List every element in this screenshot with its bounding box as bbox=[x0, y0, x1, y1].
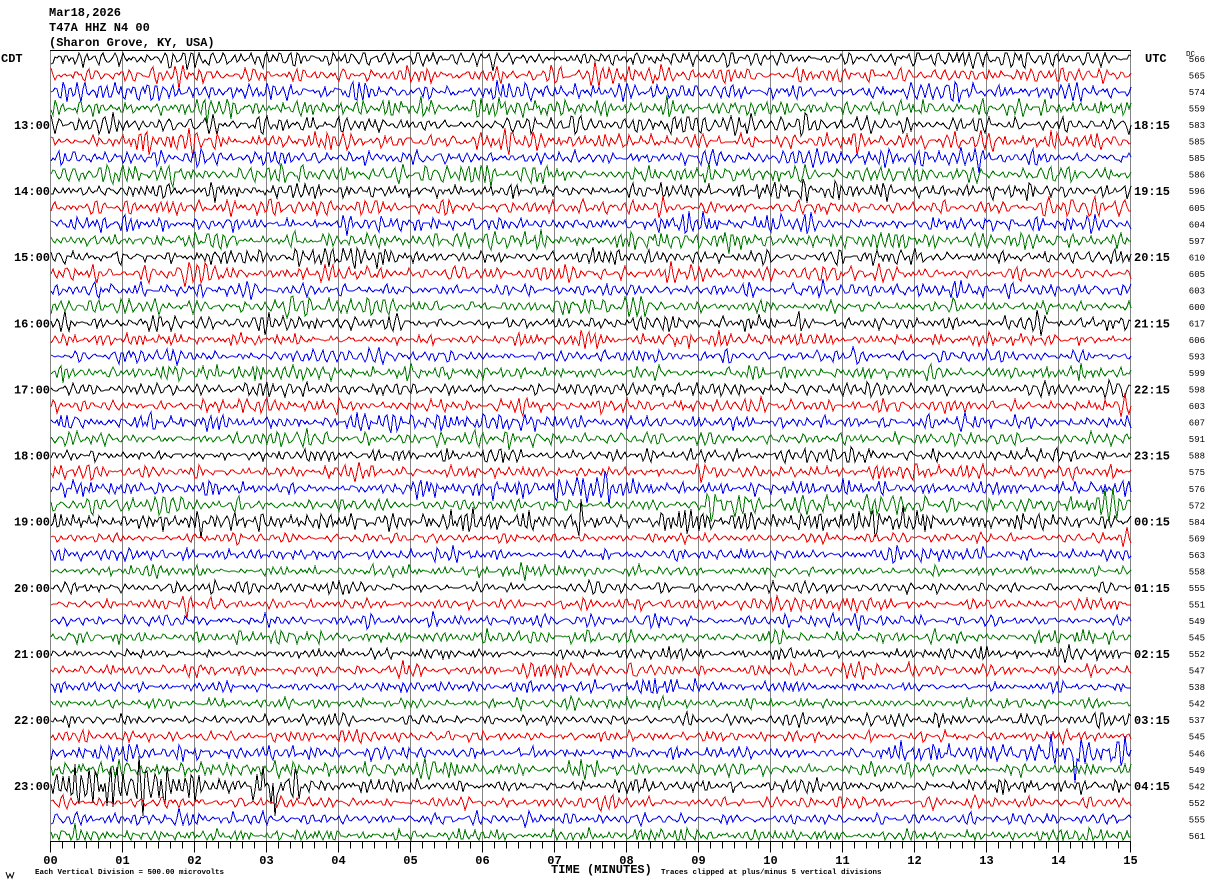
svg-text:(Sharon Grove, KY, USA): (Sharon Grove, KY, USA) bbox=[49, 36, 215, 50]
svg-text:00:15: 00:15 bbox=[1134, 516, 1170, 530]
svg-text:551: 551 bbox=[1189, 601, 1205, 611]
svg-text:569: 569 bbox=[1189, 534, 1205, 544]
svg-text:19:15: 19:15 bbox=[1134, 185, 1170, 199]
svg-text:19:00: 19:00 bbox=[14, 516, 50, 530]
svg-text:Mar18,2026: Mar18,2026 bbox=[49, 6, 121, 20]
svg-text:552: 552 bbox=[1189, 650, 1205, 660]
svg-text:04: 04 bbox=[331, 854, 345, 868]
svg-text:599: 599 bbox=[1189, 369, 1205, 379]
svg-text:05: 05 bbox=[403, 854, 417, 868]
svg-text:T47A HHZ N4 00: T47A HHZ N4 00 bbox=[49, 21, 150, 35]
svg-text:555: 555 bbox=[1189, 815, 1205, 825]
svg-text:18:15: 18:15 bbox=[1134, 119, 1170, 133]
svg-text:607: 607 bbox=[1189, 419, 1205, 429]
svg-text:Each Vertical Division = 500.: Each Vertical Division = 500.00 microvol… bbox=[35, 869, 225, 877]
svg-text:600: 600 bbox=[1189, 303, 1205, 313]
svg-text:23:15: 23:15 bbox=[1134, 450, 1170, 464]
svg-text:603: 603 bbox=[1189, 286, 1205, 296]
svg-text:10: 10 bbox=[763, 854, 777, 868]
svg-text:15:00: 15:00 bbox=[14, 251, 50, 265]
svg-text:09: 09 bbox=[691, 854, 705, 868]
svg-text:552: 552 bbox=[1189, 799, 1205, 809]
svg-text:11: 11 bbox=[835, 854, 849, 868]
svg-text:13: 13 bbox=[979, 854, 993, 868]
svg-text:584: 584 bbox=[1189, 518, 1205, 528]
svg-text:561: 561 bbox=[1189, 832, 1205, 842]
svg-text:545: 545 bbox=[1189, 634, 1205, 644]
svg-text:546: 546 bbox=[1189, 749, 1205, 759]
svg-text:04:15: 04:15 bbox=[1134, 780, 1170, 794]
svg-text:605: 605 bbox=[1189, 204, 1205, 214]
svg-text:12: 12 bbox=[907, 854, 921, 868]
svg-text:22:15: 22:15 bbox=[1134, 383, 1170, 397]
svg-text:UTC: UTC bbox=[1145, 52, 1167, 66]
svg-text:597: 597 bbox=[1189, 237, 1205, 247]
svg-text:17:00: 17:00 bbox=[14, 383, 50, 397]
svg-text:563: 563 bbox=[1189, 551, 1205, 561]
svg-text:20:00: 20:00 bbox=[14, 582, 50, 596]
svg-text:02: 02 bbox=[187, 854, 201, 868]
svg-text:21:15: 21:15 bbox=[1134, 317, 1170, 331]
svg-text:617: 617 bbox=[1189, 320, 1205, 330]
svg-text:542: 542 bbox=[1189, 782, 1205, 792]
svg-text:23:00: 23:00 bbox=[14, 780, 50, 794]
svg-text:606: 606 bbox=[1189, 336, 1205, 346]
svg-text:566: 566 bbox=[1189, 55, 1205, 65]
svg-text:549: 549 bbox=[1189, 617, 1205, 627]
svg-text:558: 558 bbox=[1189, 567, 1205, 577]
svg-text:537: 537 bbox=[1189, 716, 1205, 726]
svg-text:545: 545 bbox=[1189, 733, 1205, 743]
svg-text:575: 575 bbox=[1189, 468, 1205, 478]
svg-text:13:00: 13:00 bbox=[14, 119, 50, 133]
svg-text:03:15: 03:15 bbox=[1134, 714, 1170, 728]
svg-text:TIME (MINUTES): TIME (MINUTES) bbox=[551, 863, 652, 877]
svg-text:583: 583 bbox=[1189, 121, 1205, 131]
svg-text:01:15: 01:15 bbox=[1134, 582, 1170, 596]
svg-text:14:00: 14:00 bbox=[14, 185, 50, 199]
svg-text:559: 559 bbox=[1189, 105, 1205, 115]
svg-text:593: 593 bbox=[1189, 353, 1205, 363]
svg-text:16:00: 16:00 bbox=[14, 317, 50, 331]
svg-text:538: 538 bbox=[1189, 683, 1205, 693]
svg-text:574: 574 bbox=[1189, 88, 1205, 98]
svg-text:603: 603 bbox=[1189, 402, 1205, 412]
svg-text:586: 586 bbox=[1189, 171, 1205, 181]
svg-text:07: 07 bbox=[547, 854, 561, 868]
svg-text:02:15: 02:15 bbox=[1134, 648, 1170, 662]
svg-text:20:15: 20:15 bbox=[1134, 251, 1170, 265]
svg-text:576: 576 bbox=[1189, 485, 1205, 495]
svg-text:542: 542 bbox=[1189, 700, 1205, 710]
svg-text:15: 15 bbox=[1123, 854, 1137, 868]
svg-text:CDT: CDT bbox=[1, 52, 23, 66]
svg-text:DC: DC bbox=[1186, 51, 1196, 59]
svg-text:555: 555 bbox=[1189, 584, 1205, 594]
svg-text:22:00: 22:00 bbox=[14, 714, 50, 728]
svg-text:565: 565 bbox=[1189, 72, 1205, 82]
svg-text:14: 14 bbox=[1051, 854, 1065, 868]
svg-text:547: 547 bbox=[1189, 667, 1205, 677]
svg-text:572: 572 bbox=[1189, 501, 1205, 511]
svg-text:21:00: 21:00 bbox=[14, 648, 50, 662]
svg-text:Traces clipped at plus/minus 5: Traces clipped at plus/minus 5 vertical … bbox=[661, 869, 882, 877]
svg-text:00: 00 bbox=[43, 854, 57, 868]
svg-text:03: 03 bbox=[259, 854, 273, 868]
svg-text:06: 06 bbox=[475, 854, 489, 868]
svg-text:596: 596 bbox=[1189, 187, 1205, 197]
svg-text:610: 610 bbox=[1189, 253, 1205, 263]
svg-text:549: 549 bbox=[1189, 766, 1205, 776]
svg-text:604: 604 bbox=[1189, 220, 1205, 230]
svg-text:01: 01 bbox=[115, 854, 129, 868]
svg-text:585: 585 bbox=[1189, 154, 1205, 164]
svg-text:18:00: 18:00 bbox=[14, 450, 50, 464]
svg-text:598: 598 bbox=[1189, 386, 1205, 396]
svg-text:605: 605 bbox=[1189, 270, 1205, 280]
svg-text:08: 08 bbox=[619, 854, 633, 868]
svg-text:588: 588 bbox=[1189, 452, 1205, 462]
svg-text:591: 591 bbox=[1189, 435, 1205, 445]
svg-text:585: 585 bbox=[1189, 138, 1205, 148]
